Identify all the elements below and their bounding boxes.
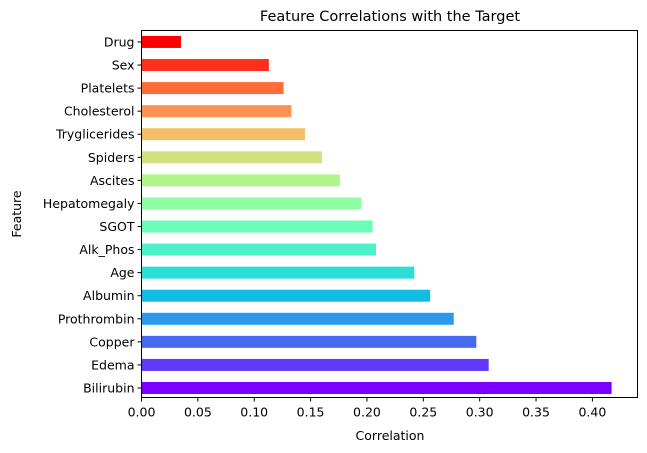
x-axis-ticks: 0.00 0.05 0.10 0.15 0.20 0.25 0.30 0.35 0.40 [128, 397, 606, 420]
y-tick-label: Alk_Phos [79, 242, 134, 257]
bar-bilirubin [141, 382, 612, 394]
x-tick-label: 0.10 [240, 405, 268, 420]
bar-cholesterol [141, 105, 292, 118]
y-tick-label: Drug [104, 34, 135, 49]
y-tick-label: Ascites [90, 173, 135, 188]
y-tick-label: Cholesterol [64, 104, 135, 119]
x-tick-label: 0.35 [522, 405, 550, 420]
plot-frame [141, 30, 638, 398]
y-tick-label: Platelets [81, 81, 135, 96]
bar-alk-phos [141, 243, 376, 256]
bar-ascites [141, 174, 340, 187]
bar-spiders [141, 151, 322, 164]
y-tick-label: Edema [91, 357, 134, 372]
bar-tryglicerides [141, 128, 305, 141]
bar-sgot [141, 220, 373, 233]
chart-title: Feature Correlations with the Target [260, 9, 520, 25]
bar-sex [141, 59, 269, 72]
x-tick-label: 0.20 [353, 405, 381, 420]
bar-prothrombin [141, 312, 454, 325]
x-tick-label: 0.25 [409, 405, 437, 420]
bar-platelets [141, 82, 284, 95]
bar-albumin [141, 289, 431, 302]
x-tick-label: 0.30 [466, 405, 494, 420]
y-tick-label: Tryglicerides [55, 127, 135, 142]
x-tick-label: 0.05 [184, 405, 212, 420]
y-tick-label: Age [110, 265, 134, 280]
bar-drug [141, 35, 181, 48]
y-axis-ticks: Bilirubin Edema Copper Prothrombin Albumin Ag… [43, 34, 142, 396]
x-tick-label: 0.15 [297, 405, 325, 420]
bar-hepatomegaly [141, 197, 362, 210]
x-tick-label: 0.40 [578, 405, 606, 420]
y-tick-label: Bilirubin [83, 381, 134, 396]
x-axis-label: Correlation [356, 428, 425, 443]
bar-copper [141, 335, 477, 348]
y-tick-label: SGOT [99, 219, 134, 234]
y-tick-label: Sex [112, 58, 135, 73]
y-tick-label: Spiders [88, 150, 135, 165]
y-tick-label: Hepatomegaly [43, 196, 135, 211]
y-tick-label: Copper [89, 334, 135, 349]
y-tick-label: Prothrombin [58, 311, 135, 326]
bars-group [141, 35, 612, 394]
bar-edema [141, 358, 489, 371]
y-axis-label: Feature [9, 190, 24, 238]
x-tick-label: 0.00 [128, 405, 156, 420]
bar-age [141, 266, 415, 279]
y-tick-label: Albumin [83, 288, 134, 303]
